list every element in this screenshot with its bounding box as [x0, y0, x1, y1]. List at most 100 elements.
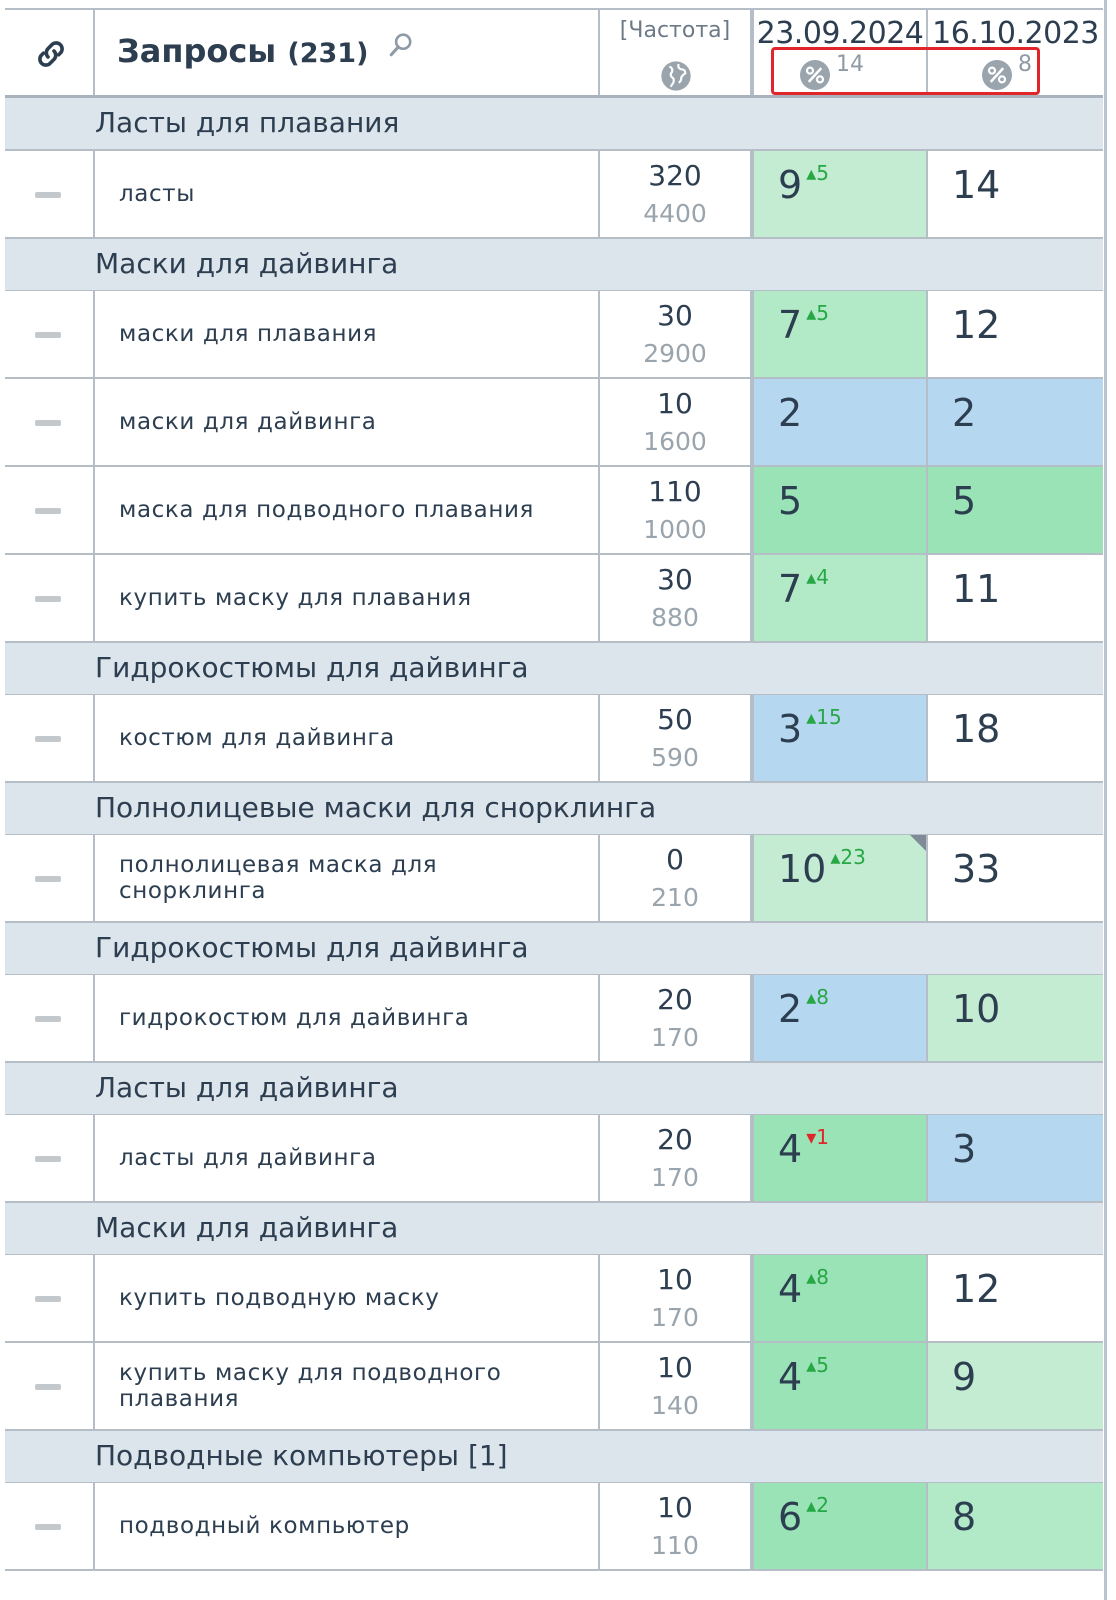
query-text[interactable]: костюм для дайвинга	[119, 725, 395, 751]
percent-icon[interactable]	[982, 60, 1012, 90]
table-row[interactable]: костюм для дайвинга 50 590 3 ▴15 18	[5, 695, 1103, 783]
frequency-value: 50	[657, 703, 693, 736]
position-cell[interactable]: 12	[928, 1255, 1103, 1341]
frequency-total: 170	[651, 1023, 699, 1052]
position-value: 6	[778, 1495, 803, 1539]
group-row: Гидрокостюмы для дайвинга	[5, 643, 1103, 696]
date-column-header-1[interactable]: 23.09.2024 14	[754, 10, 928, 95]
frequency-value: 20	[657, 983, 693, 1016]
query-text[interactable]: маска для подводного плавания	[119, 497, 534, 523]
position-cell[interactable]: 33	[928, 835, 1103, 921]
query-text[interactable]: маски для дайвинга	[119, 409, 377, 435]
date-column-header-2[interactable]: 16.10.2023 8	[928, 10, 1103, 95]
frequency-total: 1600	[643, 427, 707, 456]
group-label: Маски для дайвинга	[95, 1211, 399, 1244]
position-cell[interactable]: 8	[928, 1483, 1103, 1569]
minus-icon[interactable]	[35, 192, 61, 198]
position-cell[interactable]: 9	[928, 1343, 1103, 1429]
position-cell[interactable]: 4 ▾1	[754, 1115, 928, 1201]
frequency-value: 30	[657, 563, 693, 596]
minus-icon[interactable]	[35, 1384, 61, 1390]
position-change: ▴5	[806, 301, 829, 325]
frequency-value: 10	[657, 387, 693, 420]
link-column-header[interactable]	[5, 10, 95, 95]
position-cell[interactable]: 5	[928, 467, 1103, 553]
position-cell[interactable]: 3 ▴15	[754, 695, 928, 781]
table-row[interactable]: полнолицевая маска для снорклинга 0 210 …	[5, 835, 1103, 923]
frequency-total: 2900	[643, 339, 707, 368]
group-row: Подводные компьютеры [1]	[5, 1431, 1103, 1484]
position-value: 3	[952, 1127, 977, 1171]
minus-icon[interactable]	[35, 1296, 61, 1302]
position-cell[interactable]: 4 ▴8	[754, 1255, 928, 1341]
minus-icon[interactable]	[35, 876, 61, 882]
table-row[interactable]: маски для дайвинга 10 1600 2 2	[5, 379, 1103, 467]
globe-icon[interactable]	[660, 60, 692, 92]
position-cell[interactable]: 12	[928, 291, 1103, 377]
position-value: 2	[952, 391, 977, 435]
query-text[interactable]: полнолицевая маска для снорклинга	[119, 852, 438, 904]
query-text[interactable]: ласты для дайвинга	[119, 1145, 377, 1171]
position-cell[interactable]: 7 ▴4	[754, 555, 928, 641]
minus-icon[interactable]	[35, 420, 61, 426]
minus-icon[interactable]	[35, 332, 61, 338]
group-row: Ласты для плавания	[5, 98, 1103, 151]
minus-icon[interactable]	[35, 596, 61, 602]
link-icon[interactable]	[33, 36, 69, 72]
position-cell[interactable]: 10 ▴23	[754, 835, 928, 921]
frequency-value: 10	[657, 1491, 693, 1524]
query-text[interactable]: ласты	[119, 181, 195, 207]
table-row[interactable]: купить маску для подводного плавания 10 …	[5, 1343, 1103, 1431]
table-row[interactable]: купить подводную маску 10 170 4 ▴8 12	[5, 1255, 1103, 1343]
percent-icon[interactable]	[800, 60, 830, 90]
position-cell[interactable]: 5	[754, 467, 928, 553]
group-row: Маски для дайвинга	[5, 1203, 1103, 1256]
frequency-value: 110	[648, 475, 702, 508]
position-cell[interactable]: 2	[754, 379, 928, 465]
position-value: 18	[952, 707, 1001, 751]
position-cell[interactable]: 10	[928, 975, 1103, 1061]
table-row[interactable]: гидрокостюм для дайвинга 20 170 2 ▴8 10	[5, 975, 1103, 1063]
position-value: 11	[952, 567, 1001, 611]
minus-icon[interactable]	[35, 1016, 61, 1022]
minus-icon[interactable]	[35, 1156, 61, 1162]
minus-icon[interactable]	[35, 508, 61, 514]
position-cell[interactable]: 18	[928, 695, 1103, 781]
position-value: 4	[778, 1267, 803, 1311]
search-icon[interactable]	[388, 32, 414, 58]
position-cell[interactable]: 3	[928, 1115, 1103, 1201]
position-cell[interactable]: 2 ▴8	[754, 975, 928, 1061]
table-row[interactable]: ласты 320 4400 9 ▴5 14	[5, 151, 1103, 239]
query-text[interactable]: купить подводную маску	[119, 1285, 440, 1311]
position-change: ▾1	[806, 1125, 829, 1149]
position-cell[interactable]: 11	[928, 555, 1103, 641]
queries-title: Запросы	[117, 32, 277, 70]
frequency-column-header[interactable]: [Частота]	[600, 10, 754, 95]
position-cell[interactable]: 2	[928, 379, 1103, 465]
table-row[interactable]: ласты для дайвинга 20 170 4 ▾1 3	[5, 1115, 1103, 1203]
query-text[interactable]: гидрокостюм для дайвинга	[119, 1005, 470, 1031]
position-cell[interactable]: 14	[928, 151, 1103, 237]
table-row[interactable]: маски для плавания 30 2900 7 ▴5 12	[5, 291, 1103, 379]
minus-icon[interactable]	[35, 1524, 61, 1530]
minus-icon[interactable]	[35, 736, 61, 742]
frequency-value: 320	[648, 159, 702, 192]
position-cell[interactable]: 7 ▴5	[754, 291, 928, 377]
position-value: 5	[778, 479, 803, 523]
position-change: ▴4	[806, 565, 829, 589]
table-row[interactable]: маска для подводного плавания 110 1000 5…	[5, 467, 1103, 555]
position-cell[interactable]: 9 ▴5	[754, 151, 928, 237]
table-row[interactable]: купить маску для плавания 30 880 7 ▴4 11	[5, 555, 1103, 643]
note-marker[interactable]	[910, 835, 926, 851]
query-text[interactable]: купить маску для подводного плавания	[119, 1360, 502, 1412]
position-value: 9	[778, 163, 803, 207]
position-cell[interactable]: 6 ▴2	[754, 1483, 928, 1569]
query-text[interactable]: купить маску для плавания	[119, 585, 472, 611]
query-text[interactable]: маски для плавания	[119, 321, 378, 347]
frequency-value: 30	[657, 299, 693, 332]
frequency-total: 880	[651, 603, 699, 632]
query-text[interactable]: подводный компьютер	[119, 1513, 410, 1539]
table-row[interactable]: подводный компьютер 10 110 6 ▴2 8	[5, 1483, 1103, 1571]
frequency-total: 1000	[643, 515, 707, 544]
position-cell[interactable]: 4 ▴5	[754, 1343, 928, 1429]
